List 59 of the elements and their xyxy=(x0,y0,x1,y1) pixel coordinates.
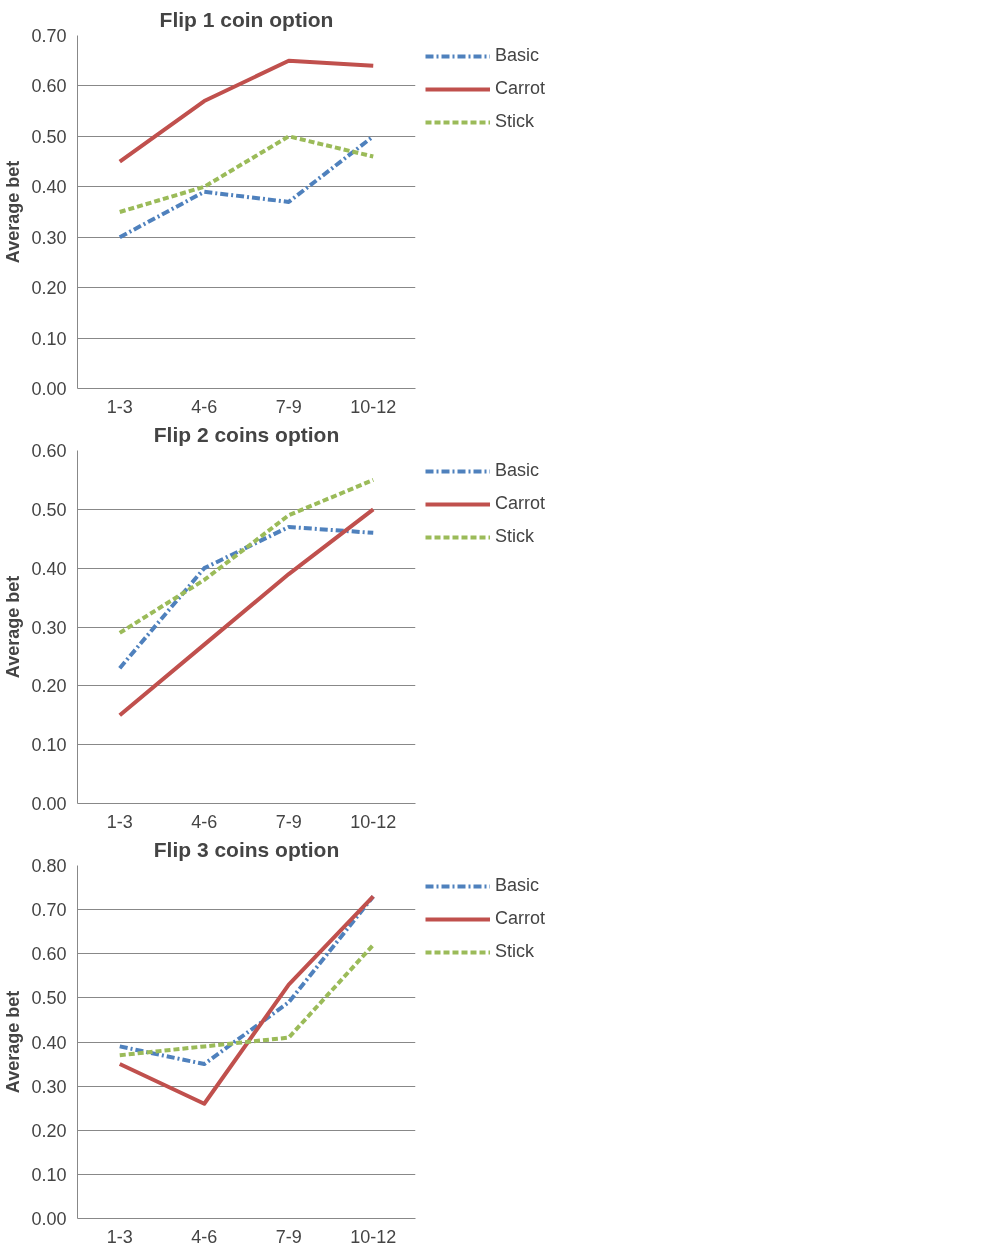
line-series xyxy=(117,894,376,1067)
y-tick-label: 0.40 xyxy=(31,1032,67,1053)
y-tick-label: 0.30 xyxy=(31,617,67,638)
y-tick-label: 0.70 xyxy=(31,900,67,921)
line-series xyxy=(117,134,376,214)
x-tick-label: 7-9 xyxy=(275,1226,302,1247)
legend-label: Stick xyxy=(495,111,535,132)
x-tick-label: 4-6 xyxy=(191,1226,218,1247)
legend-label: Carrot xyxy=(495,908,546,929)
line-series xyxy=(117,58,376,164)
y-tick-label: 0.20 xyxy=(31,278,67,299)
y-tick-label: 0.50 xyxy=(31,126,67,147)
y-tick-label: 0.50 xyxy=(31,499,67,520)
legend-label: Stick xyxy=(495,941,535,962)
y-tick-label: 0.00 xyxy=(31,1209,67,1229)
y-tick-label: 0.60 xyxy=(31,76,67,97)
x-tick-label: 1-3 xyxy=(106,396,133,417)
x-tick-label: 4-6 xyxy=(191,396,218,417)
x-tick-label: 7-9 xyxy=(275,396,302,417)
legend-label: Carrot xyxy=(495,493,546,514)
legend-label: Basic xyxy=(495,460,540,481)
y-tick-label: 0.20 xyxy=(31,676,67,697)
legend-label: Basic xyxy=(495,875,540,896)
y-tick-label: 0.10 xyxy=(31,735,67,756)
x-tick-label: 10-12 xyxy=(350,396,397,417)
legend-label: Stick xyxy=(495,526,535,547)
chart-title: Flip 3 coins option xyxy=(153,837,340,861)
x-tick-label: 1-3 xyxy=(106,811,133,832)
line-series xyxy=(117,894,376,1106)
y-tick-label: 0.50 xyxy=(31,988,67,1009)
y-tick-label: 0.30 xyxy=(31,1076,67,1097)
x-tick-label: 7-9 xyxy=(275,811,302,832)
y-tick-label: 0.70 xyxy=(31,26,67,46)
y-tick-label: 0.60 xyxy=(31,944,67,965)
y-tick-label: 0.40 xyxy=(31,558,67,579)
line-series xyxy=(117,477,376,635)
y-axis-title: Average bet xyxy=(3,990,24,1094)
line-series xyxy=(117,507,376,718)
y-tick-label: 0.40 xyxy=(31,177,67,198)
legend-label: Carrot xyxy=(495,78,546,99)
y-tick-label: 0.00 xyxy=(31,794,67,814)
y-tick-label: 0.80 xyxy=(31,856,67,876)
x-tick-label: 10-12 xyxy=(350,811,397,832)
x-tick-label: 10-12 xyxy=(350,1226,397,1247)
y-tick-label: 0.60 xyxy=(31,441,67,461)
y-axis-title: Average bet xyxy=(3,575,24,679)
legend-label: Basic xyxy=(495,45,540,66)
chart-title: Flip 1 coin option xyxy=(159,7,334,31)
x-tick-label: 1-3 xyxy=(106,1226,133,1247)
y-axis-title: Average bet xyxy=(3,160,24,264)
y-tick-label: 0.20 xyxy=(31,1120,67,1141)
line-series xyxy=(117,942,376,1058)
y-tick-label: 0.10 xyxy=(31,328,67,349)
x-tick-label: 4-6 xyxy=(191,811,218,832)
y-tick-label: 0.10 xyxy=(31,1164,67,1185)
y-tick-label: 0.00 xyxy=(31,379,67,399)
line-series xyxy=(117,524,376,671)
y-tick-label: 0.30 xyxy=(31,227,67,248)
chart-title: Flip 2 coins option xyxy=(153,422,340,446)
